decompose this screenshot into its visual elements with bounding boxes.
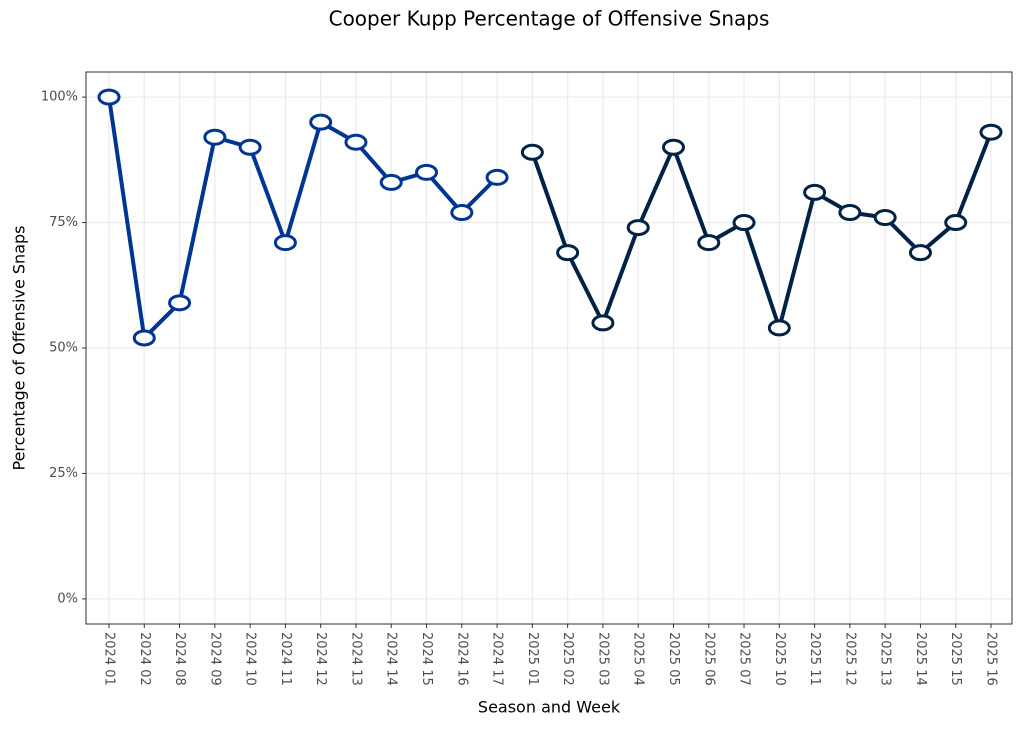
x-tick-label: 2025 01 [525,632,540,686]
x-tick-label: 2024 15 [419,632,434,686]
point-marker [415,163,439,181]
x-tick-label: 2024 12 [313,632,328,686]
point-marker [979,123,1003,141]
point-marker [767,319,791,337]
y-tick-label: 0% [57,591,78,606]
plot-border [85,71,1013,625]
point-marker [344,133,368,151]
x-tick-label: 2025 13 [878,632,893,686]
y-tick-label: 100% [41,90,78,105]
point-marker [732,214,756,232]
x-tick-label: 2025 02 [560,632,575,686]
x-tick-label: 2025 05 [666,632,681,686]
point-marker [309,113,333,131]
point-marker [273,234,297,252]
point-marker [238,138,262,156]
point-marker [661,138,685,156]
y-tick-label: 75% [49,215,78,230]
x-tick-label: 2024 10 [243,632,258,686]
x-tick-label: 2024 13 [348,632,363,686]
chart-title: Cooper Kupp Percentage of Offensive Snap… [329,7,770,31]
point-marker [450,204,474,222]
x-tick-label: 2025 12 [842,632,857,686]
x-tick-label: 2024 16 [454,632,469,686]
x-tick-label: 2024 09 [207,632,222,686]
x-tick-label: 2025 10 [772,632,787,686]
x-tick-label: 2025 11 [807,632,822,686]
x-tick-label: 2024 01 [102,632,117,686]
x-tick-label: 2024 17 [490,632,505,686]
x-tick-label: 2024 02 [137,632,152,686]
point-marker [873,209,897,227]
point-marker [556,244,580,262]
point-marker [838,204,862,222]
y-axis-title: Percentage of Offensive Snaps [10,226,29,471]
point-marker [485,168,509,186]
x-tick-label: 2025 16 [984,632,999,686]
point-marker [520,143,544,161]
point-marker [944,214,968,232]
x-axis-title: Season and Week [478,698,621,717]
x-tick-label: 2024 11 [278,632,293,686]
point-marker [591,314,615,332]
point-marker [803,183,827,201]
x-tick-label: 2025 06 [701,632,716,686]
x-tick-label: 2025 07 [737,632,752,686]
x-tick-label: 2024 08 [172,632,187,686]
point-marker [908,244,932,262]
x-tick-label: 2025 03 [595,632,610,686]
point-marker [132,329,156,347]
point-marker [697,234,721,252]
point-marker [97,88,121,106]
point-marker [626,219,650,237]
y-tick-label: 50% [49,341,78,356]
x-tick-label: 2024 14 [384,632,399,686]
point-marker [203,128,227,146]
x-tick-label: 2025 04 [631,632,646,686]
y-tick-label: 25% [49,466,78,481]
x-tick-label: 2025 14 [913,632,928,686]
point-marker [379,173,403,191]
point-marker [168,294,192,312]
x-tick-label: 2025 15 [948,632,963,686]
